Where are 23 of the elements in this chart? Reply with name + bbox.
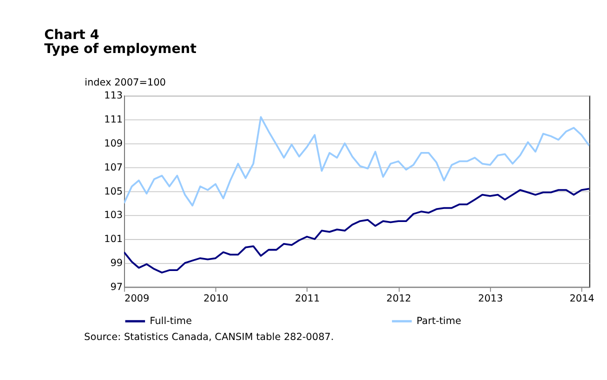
- x-tick-label: 2011: [294, 294, 320, 305]
- y-tick-label: 107: [104, 162, 123, 174]
- y-tick-label: 109: [104, 138, 123, 150]
- y-tick-label: 101: [104, 234, 123, 246]
- x-tick-label: 2013: [478, 294, 503, 305]
- x-tick-label: 2012: [386, 294, 412, 305]
- source-note: Source: Statistics Canada, CANSIM table 282-0087.: [84, 332, 334, 344]
- x-tick-label: 2014: [570, 294, 594, 305]
- y-tick-label: 99: [110, 258, 123, 270]
- legend-label: Full-time: [150, 316, 192, 327]
- line-series: [124, 188, 590, 274]
- x-tick-label: 2010: [204, 294, 228, 305]
- x-tick-label: 2009: [124, 294, 150, 305]
- y-tick-label: 97: [110, 282, 123, 294]
- chart-subtitle: Type of employment: [44, 42, 198, 57]
- y-tick-label: 105: [104, 186, 123, 198]
- y-axis-title: index 2007=100: [84, 77, 166, 88]
- chart-title: Chart 4: [44, 28, 100, 43]
- y-tick-label: 103: [104, 210, 123, 222]
- y-tick-label: 111: [104, 114, 123, 126]
- legend-label: Part-time: [416, 316, 462, 327]
- line-series: [124, 116, 590, 206]
- y-tick-label: 113: [104, 90, 123, 102]
